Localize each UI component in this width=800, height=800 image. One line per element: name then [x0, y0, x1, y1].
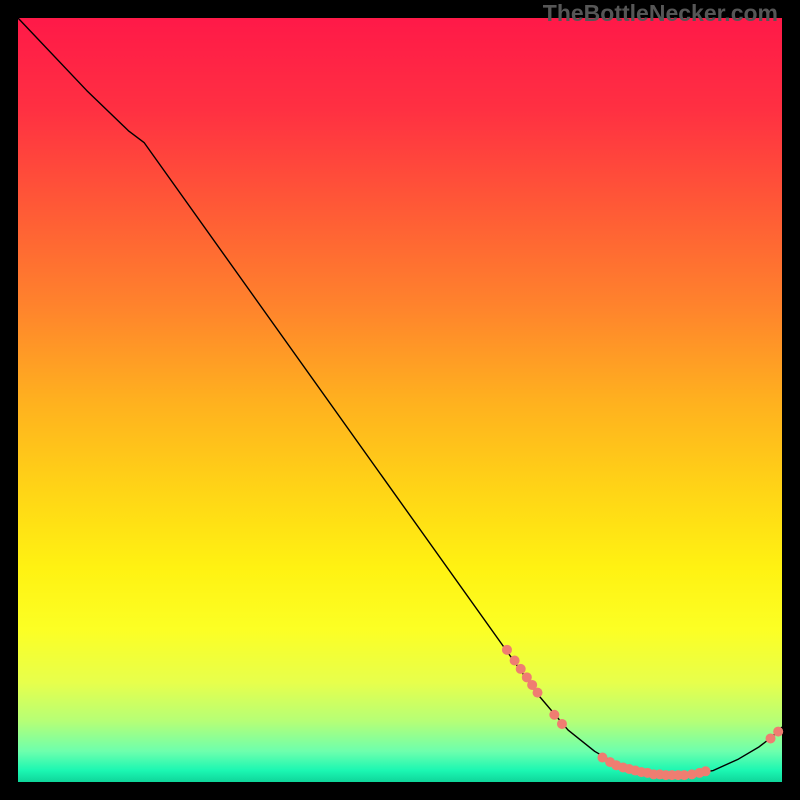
series-marker: [701, 766, 711, 776]
chart-stage: TheBottleNecker.com: [0, 0, 800, 800]
series-marker: [510, 656, 520, 666]
series-marker: [549, 710, 559, 720]
chart-overlay: [0, 0, 800, 800]
series-marker: [773, 727, 783, 737]
series-marker: [557, 719, 567, 729]
watermark-text: TheBottleNecker.com: [543, 0, 778, 27]
series-marker: [502, 645, 512, 655]
series-marker: [766, 733, 776, 743]
series-marker: [516, 664, 526, 674]
series-line: [18, 18, 782, 775]
series-marker: [533, 688, 543, 698]
series-markers: [502, 645, 783, 780]
